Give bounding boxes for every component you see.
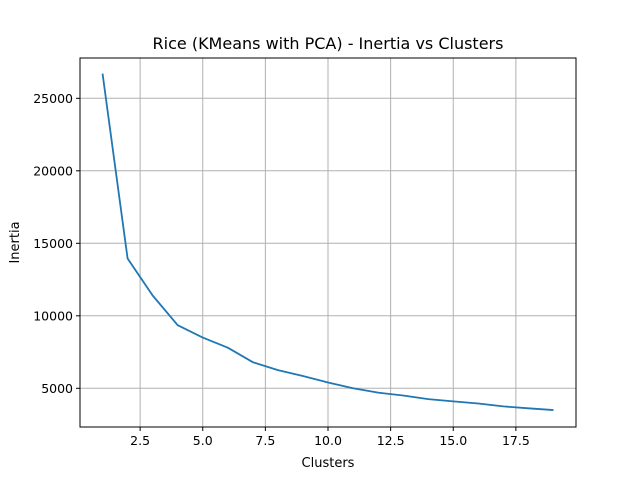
x-tick-label: 15.0 xyxy=(439,433,467,448)
chart-title: Rice (KMeans with PCA) - Inertia vs Clus… xyxy=(153,34,504,53)
y-axis-label: Inertia xyxy=(8,221,23,263)
y-tick-label: 5000 xyxy=(41,381,73,396)
y-tick-label: 15000 xyxy=(33,236,73,251)
x-tick-label: 2.5 xyxy=(130,433,150,448)
grid-lines xyxy=(80,58,576,427)
x-tick-label: 17.5 xyxy=(502,433,530,448)
y-tick-label: 10000 xyxy=(33,308,73,323)
y-tick-label: 20000 xyxy=(33,163,73,178)
x-tick-label: 10.0 xyxy=(314,433,342,448)
tick-layer: 2.5 5.0 7.5 10.0 12.5 15.0 17.5 5000 10000 15000 2… xyxy=(33,91,530,448)
y-tick-label: 25000 xyxy=(33,91,73,106)
inertia-line xyxy=(101,73,554,411)
x-tick-label: 5.0 xyxy=(193,433,213,448)
x-tick-label: 12.5 xyxy=(377,433,405,448)
x-tick-label: 7.5 xyxy=(255,433,275,448)
series-layer xyxy=(101,73,554,411)
x-axis-label: Clusters xyxy=(302,456,355,471)
